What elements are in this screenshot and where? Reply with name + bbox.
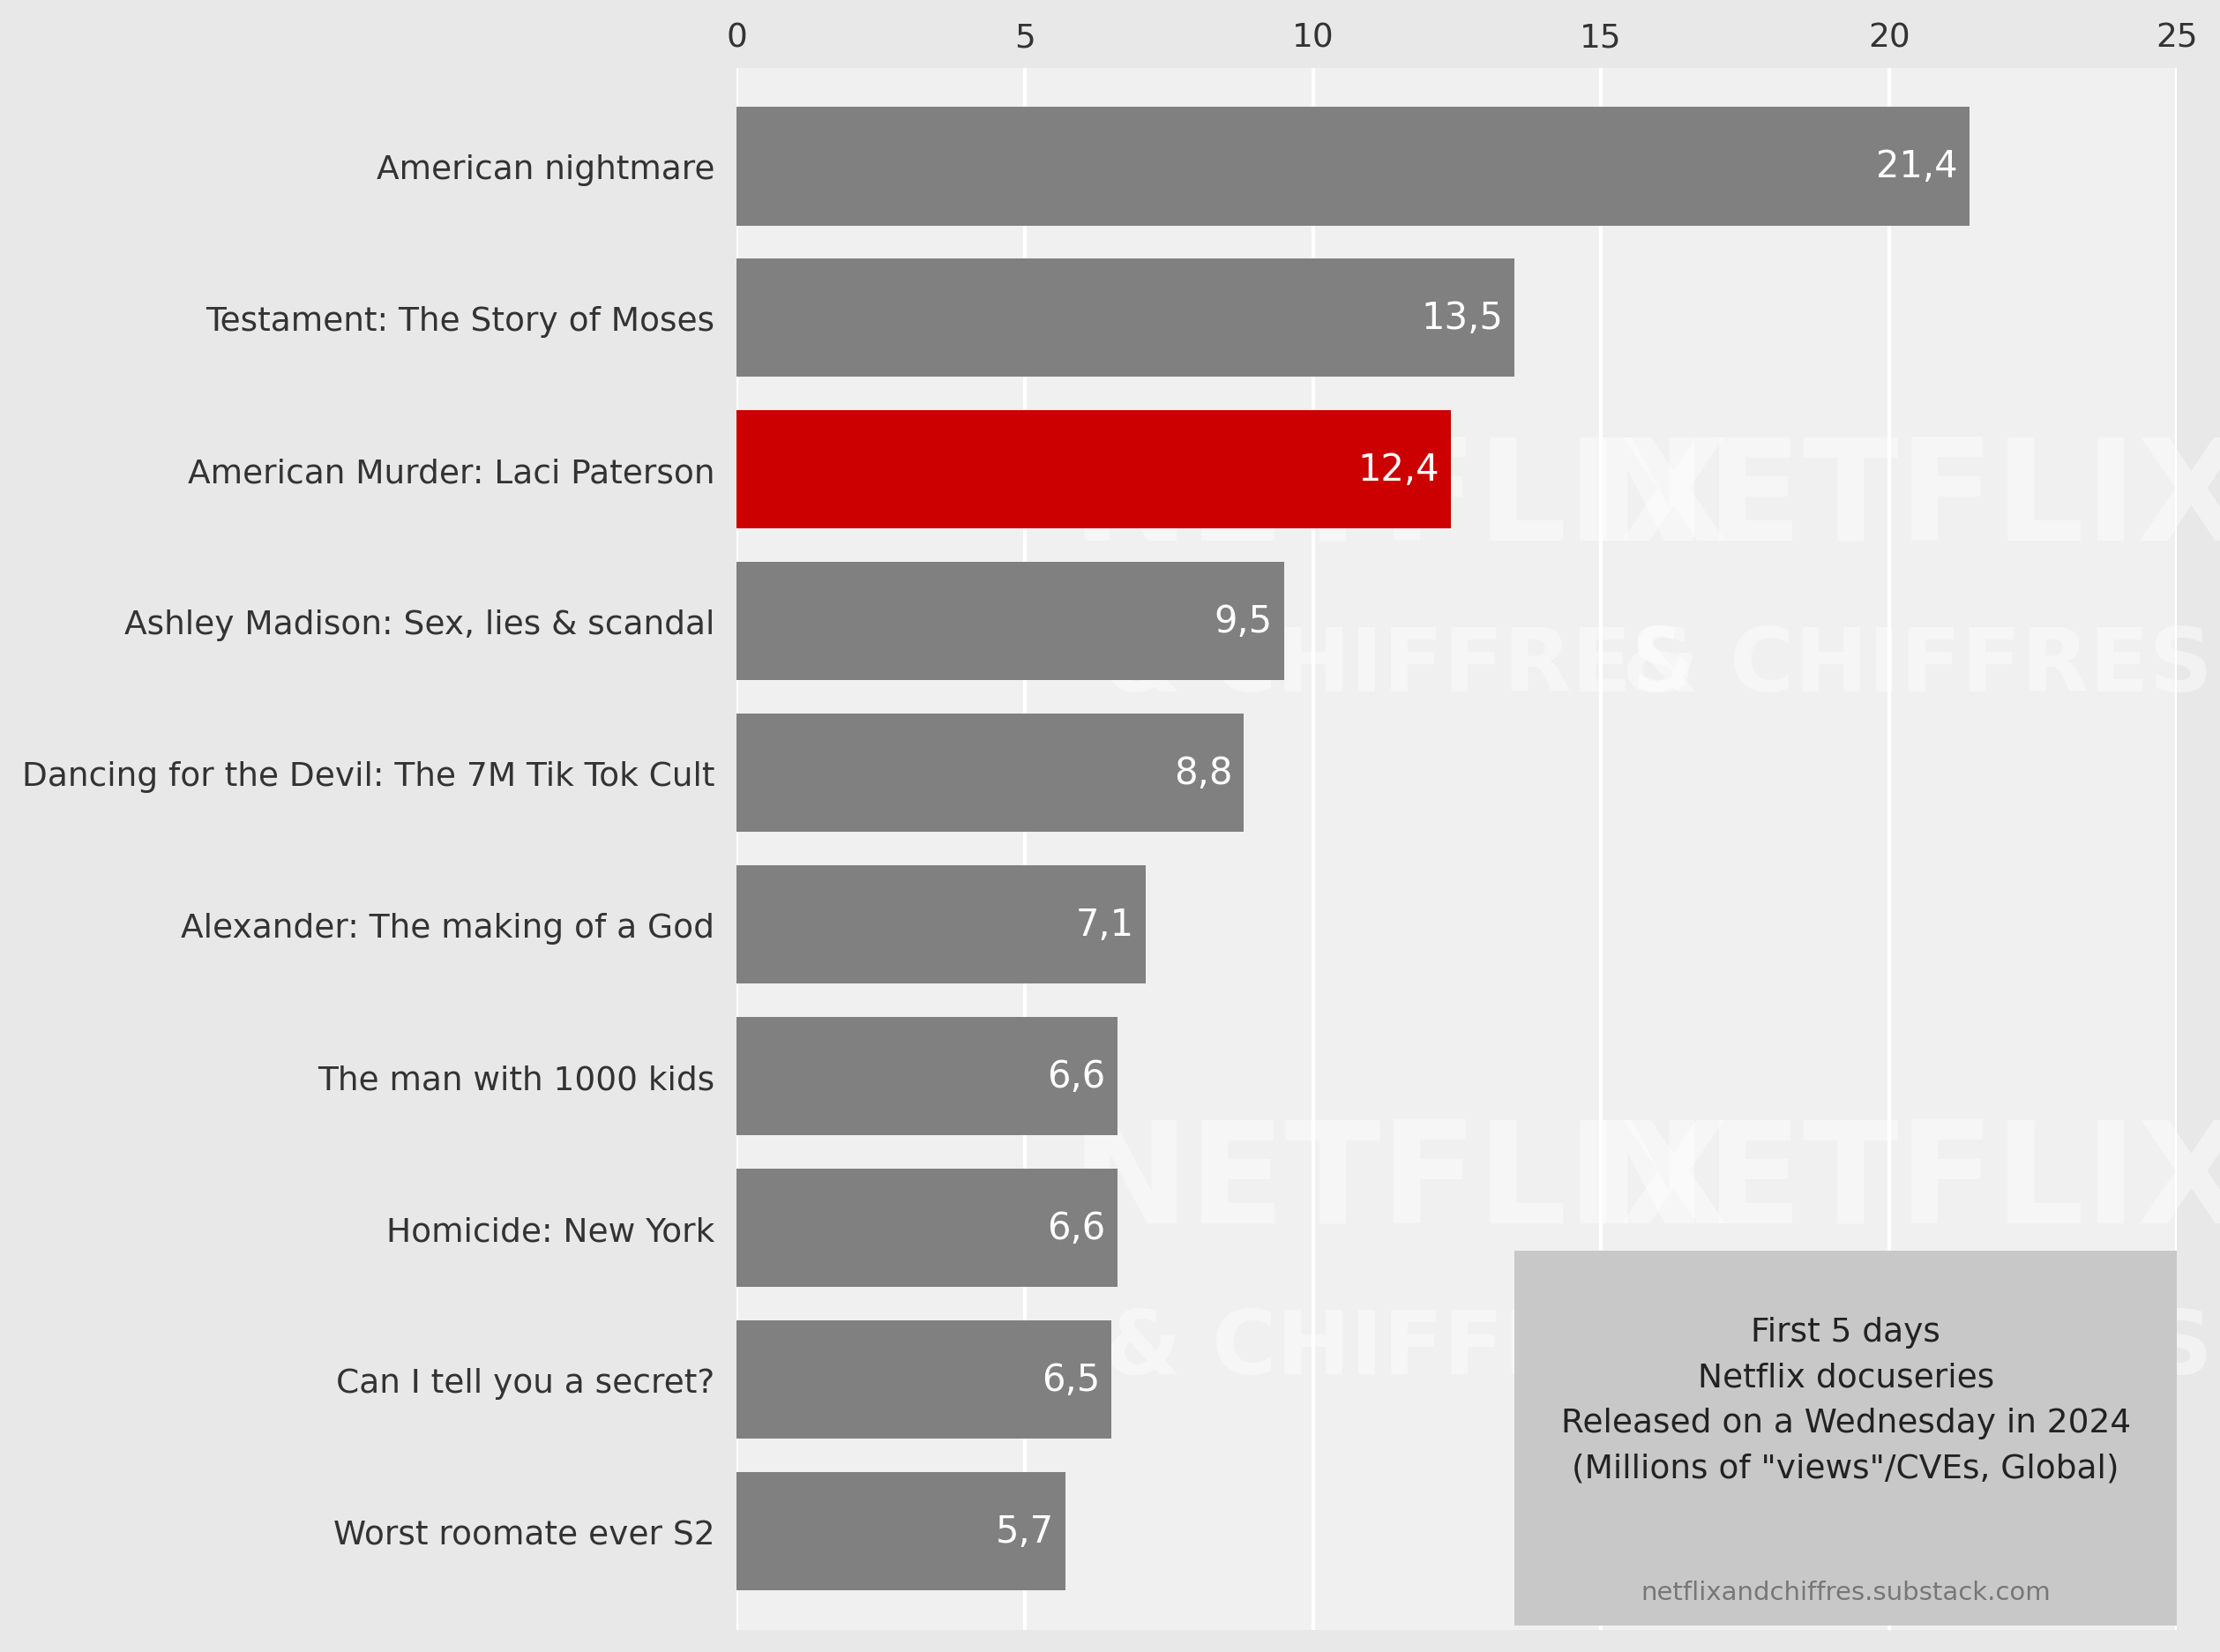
Bar — [737, 1320, 1112, 1439]
Text: 6,6: 6,6 — [1048, 1209, 1106, 1247]
Text: 8,8: 8,8 — [1174, 755, 1232, 791]
Bar — [737, 259, 1514, 378]
Bar — [737, 714, 1243, 833]
Text: & CHIFFRES: & CHIFFRES — [1623, 624, 2213, 710]
Bar — [737, 1018, 1117, 1135]
Text: & CHIFFRES: & CHIFFRES — [1623, 1307, 2213, 1393]
Text: 5,7: 5,7 — [995, 1513, 1054, 1550]
Text: 21,4: 21,4 — [1876, 149, 1958, 185]
Text: NETFLIX: NETFLIX — [1590, 433, 2220, 568]
Text: 12,4: 12,4 — [1359, 451, 1439, 489]
Bar — [737, 411, 1452, 529]
Text: 13,5: 13,5 — [1421, 301, 1503, 337]
Text: & CHIFFRES: & CHIFFRES — [1103, 1307, 1694, 1393]
Text: NETFLIX: NETFLIX — [1070, 433, 1727, 568]
Text: 6,5: 6,5 — [1041, 1361, 1099, 1398]
Text: 7,1: 7,1 — [1077, 907, 1134, 943]
Text: NETFLIX: NETFLIX — [1070, 1115, 1727, 1251]
Text: NETFLIX: NETFLIX — [1590, 1115, 2220, 1251]
Bar — [737, 563, 1283, 681]
Text: First 5 days
Netflix docuseries
Released on a Wednesday in 2024
(Millions of "vi: First 5 days Netflix docuseries Released… — [1561, 1317, 2131, 1483]
Text: & CHIFFRES: & CHIFFRES — [1103, 624, 1694, 710]
Text: 9,5: 9,5 — [1214, 603, 1272, 641]
Bar — [737, 1170, 1117, 1287]
Bar — [737, 107, 1969, 226]
Bar — [737, 866, 1146, 985]
Bar — [737, 1472, 1066, 1591]
Text: netflixandchiffres.substack.com: netflixandchiffres.substack.com — [1641, 1579, 2051, 1604]
FancyBboxPatch shape — [1514, 1251, 2178, 1626]
Text: 6,6: 6,6 — [1048, 1057, 1106, 1095]
